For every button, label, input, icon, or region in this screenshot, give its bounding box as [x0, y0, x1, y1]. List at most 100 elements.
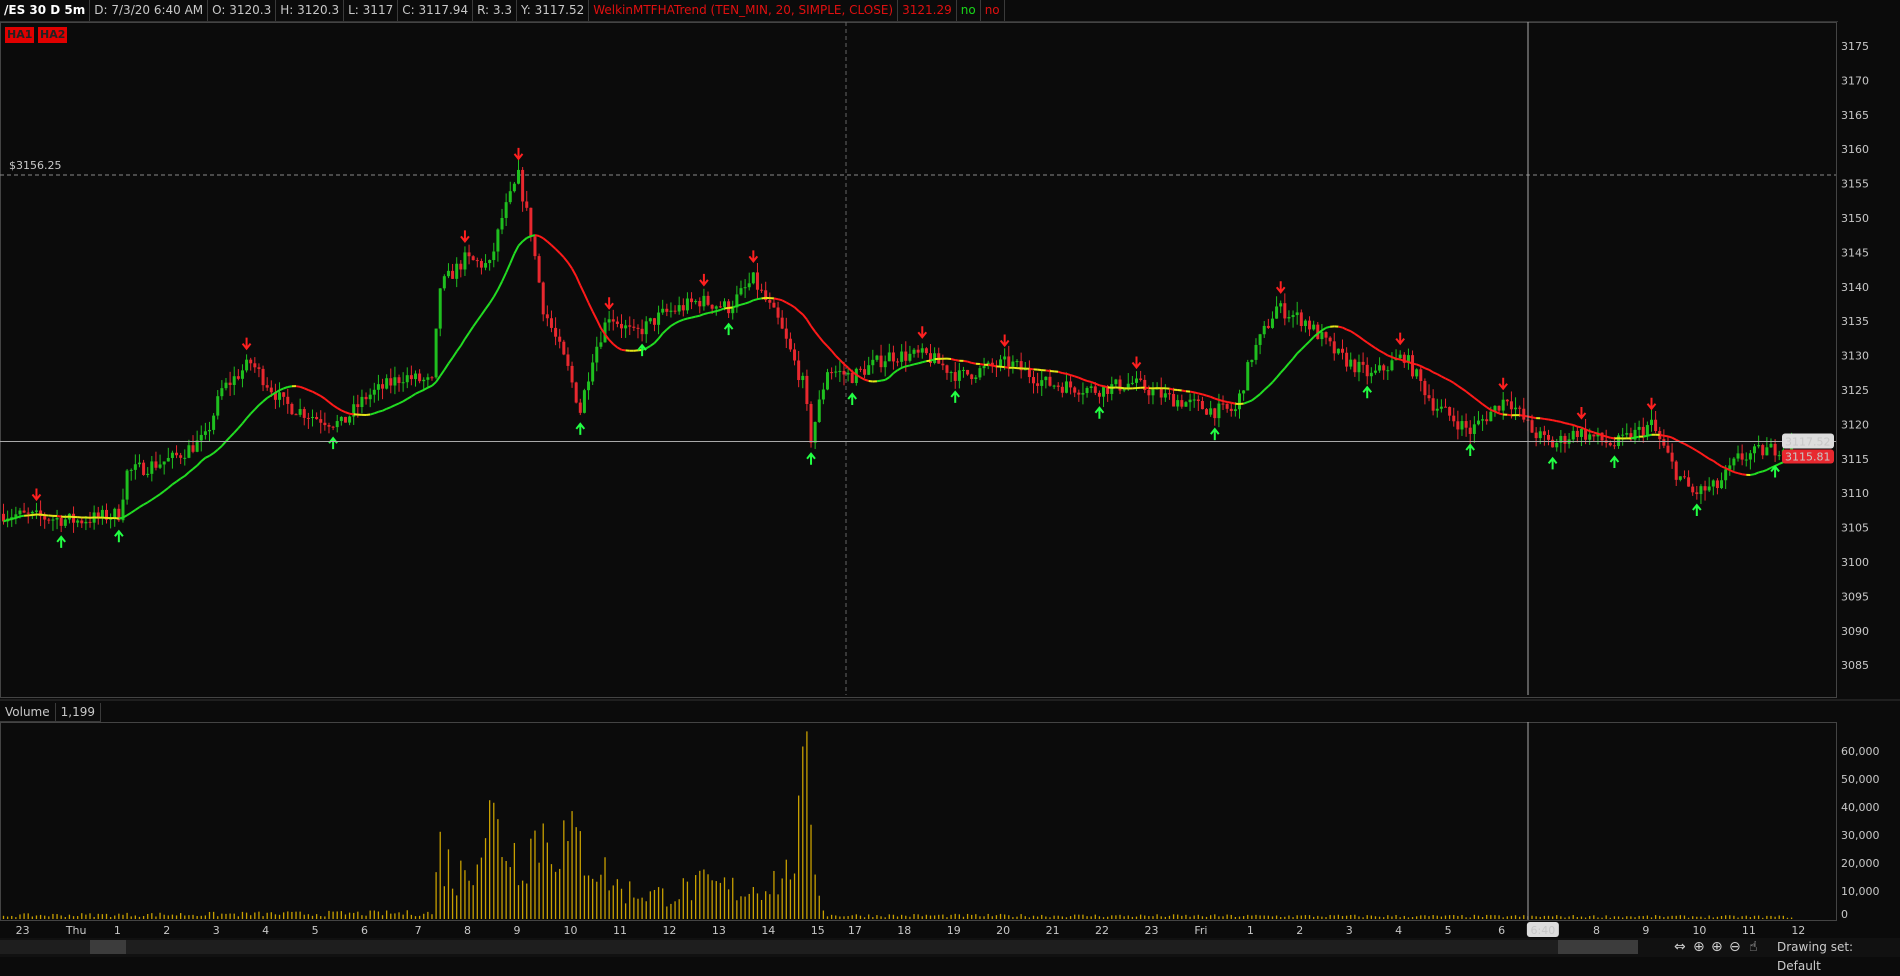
- scroll-thumb[interactable]: [1558, 940, 1638, 954]
- candle-body: [669, 311, 672, 312]
- moving-average-segment: [762, 298, 766, 299]
- moving-average-segment: [1437, 374, 1441, 376]
- candle-body: [1683, 476, 1686, 477]
- candle-body: [319, 419, 322, 423]
- candle-body: [1732, 459, 1735, 466]
- moving-average-segment: [4, 520, 8, 521]
- moving-average-segment: [424, 388, 428, 390]
- moving-average-segment: [589, 303, 593, 312]
- candle-body: [649, 318, 652, 321]
- moving-average-segment: [1104, 386, 1108, 387]
- candle-body: [1325, 332, 1328, 338]
- pan-hand-icon[interactable]: ☝: [1749, 938, 1758, 957]
- candle-body: [1399, 355, 1402, 359]
- candle-body: [1419, 369, 1422, 381]
- candle-body: [414, 374, 417, 380]
- moving-average-segment: [230, 433, 234, 437]
- moving-average-segment: [1689, 446, 1693, 448]
- candle-body: [1638, 427, 1641, 430]
- time-tick-label: 2: [163, 924, 170, 937]
- candle-body: [389, 378, 392, 385]
- moving-average-segment: [951, 359, 955, 360]
- candle-body: [665, 309, 668, 312]
- moving-average-segment: [1759, 471, 1763, 472]
- moving-average-segment: [556, 249, 560, 253]
- candle-body: [1217, 404, 1220, 419]
- moving-average-segment: [453, 351, 457, 357]
- time-tick-label: Fri: [1194, 924, 1207, 937]
- candle-body: [1428, 395, 1431, 398]
- candle-body: [1374, 371, 1377, 373]
- moving-average-segment: [16, 516, 20, 517]
- moving-average-segment: [428, 386, 432, 388]
- moving-average-segment: [160, 491, 164, 494]
- moving-average-segment: [836, 356, 840, 360]
- candle-body: [295, 414, 298, 415]
- candle-body: [435, 329, 438, 378]
- moving-average-segment: [399, 401, 403, 403]
- candle-body: [1353, 360, 1356, 373]
- expand-icon[interactable]: ⇔: [1674, 938, 1686, 957]
- moving-average-segment: [1281, 368, 1285, 373]
- zoom-out-icon[interactable]: ⊖: [1729, 938, 1741, 957]
- moving-average-segment: [988, 365, 992, 366]
- moving-average-segment: [572, 269, 576, 277]
- moving-average-segment: [1421, 366, 1425, 368]
- zoom-in-icon[interactable]: ⊕: [1711, 938, 1723, 957]
- candle-body: [834, 372, 837, 373]
- moving-average-segment: [313, 392, 317, 394]
- buy-arrow-icon: [848, 394, 856, 405]
- volume-tick-label: 0: [1841, 908, 1848, 921]
- crosshair-icon[interactable]: ⊕: [1693, 938, 1705, 957]
- drawing-set-label[interactable]: Drawing set: Default: [1777, 938, 1900, 976]
- moving-average-segment: [119, 518, 123, 519]
- moving-average-segment: [498, 281, 502, 289]
- time-tick-label: 20: [996, 924, 1010, 937]
- candle-body: [1390, 360, 1393, 370]
- moving-average-segment: [955, 360, 959, 361]
- candle-body: [595, 347, 598, 363]
- candle-body: [1304, 321, 1307, 326]
- candle-body: [917, 350, 920, 353]
- moving-average-segment: [1433, 372, 1437, 374]
- moving-average-segment: [807, 320, 811, 326]
- moving-average-segment: [131, 510, 135, 513]
- candle-body: [1271, 319, 1274, 328]
- moving-average-segment: [1738, 473, 1742, 474]
- moving-average-segment: [1553, 420, 1557, 421]
- candle-body: [1003, 356, 1006, 359]
- moving-average-segment: [144, 502, 148, 504]
- moving-average-segment: [395, 403, 399, 405]
- moving-average-segment: [345, 412, 349, 413]
- moving-average-segment: [1326, 327, 1330, 328]
- candle-body: [1456, 421, 1459, 429]
- scroll-left-thumb[interactable]: [90, 940, 126, 954]
- moving-average-segment: [1190, 392, 1194, 393]
- moving-average-segment: [1359, 337, 1363, 340]
- moving-average-segment: [469, 327, 473, 333]
- moving-average-segment: [1532, 417, 1536, 418]
- candle-body: [348, 417, 351, 423]
- moving-average-segment: [288, 386, 292, 387]
- candle-body: [257, 367, 260, 369]
- moving-average-segment: [1046, 370, 1050, 371]
- moving-average-segment: [1635, 437, 1639, 438]
- moving-average-segment: [898, 368, 902, 370]
- candle-body: [1617, 435, 1620, 446]
- candle-body: [851, 373, 854, 383]
- moving-average-segment: [1248, 400, 1252, 402]
- moving-average-segment: [679, 320, 683, 322]
- candle-body: [801, 376, 804, 380]
- horizontal-scrollbar[interactable]: [0, 940, 1625, 954]
- price-chart[interactable]: 3175317031653160315531503145314031353130…: [0, 0, 1900, 938]
- moving-average-segment: [1194, 392, 1198, 393]
- moving-average-segment: [720, 308, 724, 310]
- buy-arrow-icon: [576, 424, 584, 435]
- moving-average-segment: [251, 409, 255, 413]
- moving-average-segment: [457, 346, 461, 352]
- candle-body: [1662, 439, 1665, 446]
- moving-average-segment: [667, 326, 671, 330]
- moving-average-segment: [378, 411, 382, 412]
- volume-tick-label: 50,000: [1841, 773, 1880, 786]
- candle-body: [842, 371, 845, 375]
